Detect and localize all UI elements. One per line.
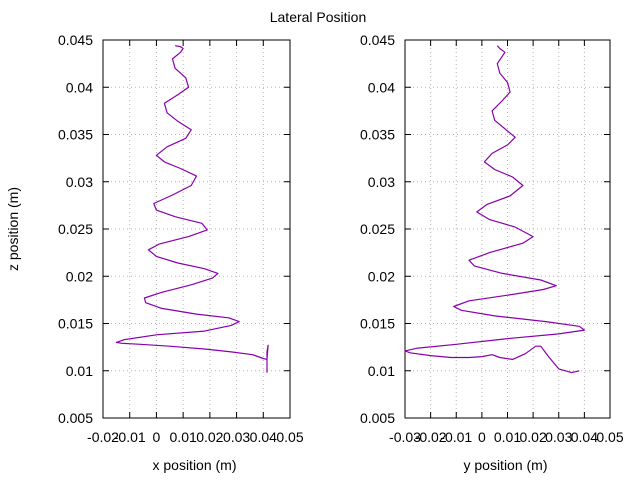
y-panel-ytick-label-4: 0.025 <box>360 221 395 237</box>
y-panel-xtick-label-4: 0.01 <box>494 429 521 445</box>
x-panel-series-line-0 <box>115 45 269 373</box>
y-panel-xtick-label-2: -0.01 <box>440 429 472 445</box>
x-panel-ytick-label-4: 0.025 <box>58 221 93 237</box>
y-panel-xlabel: y position (m) <box>463 457 547 473</box>
y-panel-ytick-label-2: 0.015 <box>360 316 395 332</box>
x-panel-xlabel: x position (m) <box>152 457 236 473</box>
x-panel-xtick-label-4: 0.02 <box>196 429 223 445</box>
x-panel-xtick-label-0: -0.02 <box>87 429 119 445</box>
y-panel-ytick-label-0: 0.005 <box>360 410 395 426</box>
y-panel-ytick-label-8: 0.045 <box>360 32 395 48</box>
y-panel-ytick-label-7: 0.04 <box>368 79 395 95</box>
x-panel-xtick-label-5: 0.03 <box>223 429 250 445</box>
x-position-panel: -0.02-0.01 0 0.01 0.02 0.03 0.04 0.050.0050.01… <box>5 32 304 473</box>
y-panel-xtick-label-1: -0.02 <box>415 429 447 445</box>
x-panel-ytick-label-0: 0.005 <box>58 410 93 426</box>
y-panel-ytick-label-5: 0.03 <box>368 174 395 190</box>
x-panel-xtick-label-6: 0.04 <box>250 429 277 445</box>
x-panel-ytick-label-1: 0.01 <box>66 363 93 379</box>
x-panel-ytick-label-5: 0.03 <box>66 174 93 190</box>
x-panel-ylabel: z position (m) <box>5 187 21 271</box>
y-panel-xtick-label-6: 0.03 <box>545 429 572 445</box>
y-panel-xtick-label-8: 0.05 <box>596 429 623 445</box>
y-panel-xtick-label-5: 0.02 <box>520 429 547 445</box>
y-panel-xtick-label-7: 0.04 <box>571 429 598 445</box>
y-position-panel: -0.03-0.02-0.01 0 0.010.020.030.040.050.00… <box>360 32 624 473</box>
x-panel-ytick-label-6: 0.035 <box>58 127 93 143</box>
x-panel-xtick-label-3: 0.01 <box>170 429 197 445</box>
x-panel-ytick-label-8: 0.045 <box>58 32 93 48</box>
y-panel-xtick-label-3: 0 <box>478 429 486 445</box>
y-panel-series-line-0 <box>404 45 585 374</box>
figure-title: Lateral Position <box>270 9 367 25</box>
y-panel-xtick-label-0: -0.03 <box>389 429 421 445</box>
x-panel-ytick-label-7: 0.04 <box>66 79 93 95</box>
y-panel-ytick-label-3: 0.02 <box>368 268 395 284</box>
y-panel-ytick-label-6: 0.035 <box>360 127 395 143</box>
x-panel-xtick-label-7: 0.05 <box>276 429 303 445</box>
x-panel-xtick-label-1: -0.01 <box>114 429 146 445</box>
x-panel-xtick-label-2: 0 <box>153 429 161 445</box>
x-panel-ytick-label-3: 0.02 <box>66 268 93 284</box>
x-panel-ytick-label-2: 0.015 <box>58 316 93 332</box>
y-panel-ytick-label-1: 0.01 <box>368 363 395 379</box>
